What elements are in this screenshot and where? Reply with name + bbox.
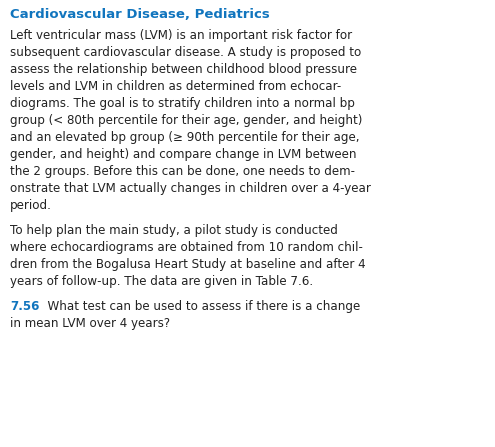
Text: To help plan the main study, a pilot study is conducted: To help plan the main study, a pilot stu… [10, 224, 338, 237]
Text: levels and LVM in children as determined from echocar-: levels and LVM in children as determined… [10, 80, 341, 93]
Text: period.: period. [10, 199, 52, 212]
Text: years of follow-up. The data are given in Table 7.6.: years of follow-up. The data are given i… [10, 275, 313, 288]
Text: where echocardiograms are obtained from 10 random chil-: where echocardiograms are obtained from … [10, 241, 363, 254]
Text: assess the relationship between childhood blood pressure: assess the relationship between childhoo… [10, 63, 357, 76]
Text: group (< 80th percentile for their age, gender, and height): group (< 80th percentile for their age, … [10, 114, 362, 127]
Text: subsequent cardiovascular disease. A study is proposed to: subsequent cardiovascular disease. A stu… [10, 46, 361, 59]
Text: gender, and height) and compare change in LVM between: gender, and height) and compare change i… [10, 148, 356, 161]
Text: diograms. The goal is to stratify children into a normal bp: diograms. The goal is to stratify childr… [10, 97, 355, 110]
Text: dren from the Bogalusa Heart Study at baseline and after 4: dren from the Bogalusa Heart Study at ba… [10, 258, 366, 271]
Text: Cardiovascular Disease, Pediatrics: Cardiovascular Disease, Pediatrics [10, 8, 270, 21]
Text: onstrate that LVM actually changes in children over a 4-year: onstrate that LVM actually changes in ch… [10, 182, 371, 195]
Text: the 2 groups. Before this can be done, one needs to dem-: the 2 groups. Before this can be done, o… [10, 165, 355, 178]
Text: 7.56: 7.56 [10, 300, 40, 313]
Text: in mean LVM over 4 years?: in mean LVM over 4 years? [10, 317, 170, 330]
Text: Left ventricular mass (LVM) is an important risk factor for: Left ventricular mass (LVM) is an import… [10, 29, 352, 42]
Text: and an elevated bp group (≥ 90th percentile for their age,: and an elevated bp group (≥ 90th percent… [10, 131, 359, 144]
Text: What test can be used to assess if there is a change: What test can be used to assess if there… [40, 300, 360, 313]
